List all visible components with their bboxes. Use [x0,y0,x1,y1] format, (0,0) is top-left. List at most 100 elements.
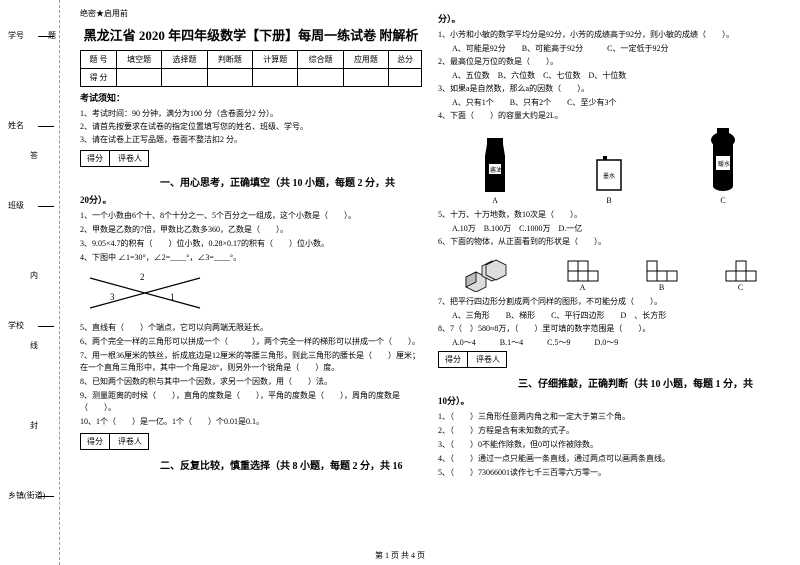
notice-2: 2、请首先按要求在试卷的指定位置填写您的姓名、班级、学号。 [80,121,422,132]
scorer-b: 评卷人 [112,434,148,449]
margin-ti: 题 [48,30,56,41]
notice-list: 1、考试时间：90 分钟，满分为100 分（含卷面分2 分）。 2、请首先按要求… [80,108,422,145]
binding-margin: 学号 姓名 班级 学校 乡镇(街道) 内 线 封 题 答 [0,0,60,565]
q10: 10、1个（ ）是一亿。1个（ ）个0.01是0.1。 [80,416,422,428]
svg-text:暖水: 暖水 [718,160,730,168]
scorer-box: 得分 评卷人 [80,150,149,167]
score-cell[interactable] [298,69,343,87]
r3-opts: A、只有1个 B、只有2个 C、至少有3个 [438,97,780,108]
scorer-box-2: 得分 评卷人 [80,433,149,450]
opt-label-a: A [566,283,600,292]
opt-label-c: C [724,283,758,292]
r3: 3、如果a是自然数，那么a的因数（ ）。 [438,83,780,95]
margin-nei: 内 [30,270,38,281]
r5: 5、十万、十万地数，数10次是（ ）。 [438,209,780,221]
score-h-0: 题 号 [81,51,117,69]
section-3-heading-b: 10分）。 [438,394,780,407]
j2: 2、（ ）方程是含有未知数的式子。 [438,425,780,437]
margin-xuexiao: 学校 [8,320,24,331]
svg-text:1: 1 [170,292,175,302]
score-cell[interactable] [389,69,422,87]
margin-xian: 线 [30,340,38,351]
r1-opts: A、可能是92分 B、可能高于92分 C、一定低于92分 [438,43,780,54]
q9: 9、测量距离的时候（ ），直角的度数是（ ），平角的度数是（ ），周角的度数是（… [80,390,422,414]
q3: 3、9.05×4.7的积有（ ）位小数，0.28×0.17的积有（ ）位小数。 [80,238,422,250]
section-3-heading: 三、仔细推敲，正确判断（共 10 小题，每题 1 分，共 [438,375,780,390]
score-cell[interactable] [253,69,298,87]
score-h-6: 应用题 [343,51,388,69]
score-h-3: 判断题 [207,51,252,69]
notice-3: 3、请在试卷上正写品题，卷面不整洁扣2 分。 [80,134,422,145]
opt-label-b: B [645,283,679,292]
svg-text:酱油: 酱油 [490,166,502,174]
margin-da: 答 [30,150,38,161]
score-cell[interactable] [116,69,161,87]
q7: 7、用一根36厘米的铁丝，折成底边是12厘米的等腰三角形，则此三角形的腰长是（ … [80,350,422,374]
scorer-box-3: 得分 评卷人 [438,351,507,368]
q5: 5、直线有（ ）个端点，它可以向两端无限延长。 [80,322,422,334]
right-column: 分）。 1、小芳和小敏的数学平均分是92分，小芳的成绩高于92分，则小敏的成绩（… [430,8,788,557]
exam-title: 黑龙江省 2020 年四年级数学【下册】每周一练试卷 附解析 [80,25,422,44]
svg-text:3: 3 [110,292,115,302]
svg-text:2: 2 [140,272,145,282]
r8: 8、7（ ）580≈8万，（ ）里可填的数字范围是（ ）。 [438,323,780,335]
opt-a: A [566,259,600,292]
left-column: 绝密★启用前 黑龙江省 2020 年四年级数学【下册】每周一练试卷 附解析 题 … [72,8,430,557]
j5: 5、（ ）73066001读作七千三百零六万零一。 [438,467,780,479]
notice-1: 1、考试时间：90 分钟，满分为100 分（含卷面分2 分）。 [80,108,422,119]
r7-opts: A、三角形 B、梯形 C、平行四边形 D 、长方形 [438,310,780,321]
cube-row: A B C [438,252,780,292]
label-b: B [589,196,629,205]
score-table: 题 号 填空题 选择题 判断题 计算题 综合题 应用题 总分 得 分 [80,50,422,87]
cube-solid [461,252,521,292]
score-h-1: 填空题 [116,51,161,69]
scorer-b: 评卷人 [470,352,506,367]
score-h-4: 计算题 [253,51,298,69]
score-cell[interactable] [343,69,388,87]
score-h-2: 选择题 [162,51,207,69]
j1: 1、（ ）三角形任意两内角之和一定大于第三个角。 [438,411,780,423]
label-a: A [475,196,515,205]
q4: 4、下图中 ∠1=30°，∠2=____°，∠3=____°。 [80,252,422,264]
notice-heading: 考试须知： [80,91,422,104]
r7: 7、把平行四边形分割成两个同样的图形，不可能分成（ ）。 [438,296,780,308]
margin-xingming: 姓名 [8,120,24,131]
bottle-a: 酱油 A [475,136,515,205]
score-h-5: 综合题 [298,51,343,69]
q1: 1、一个小数由6个十、8个十分之一、5个百分之一组成，这个小数是（ ）。 [80,210,422,222]
q2: 2、甲数是乙数的7倍，甲数比乙数多360，乙数是（ ）。 [80,224,422,236]
margin-banji: 班级 [8,200,24,211]
opt-b: B [645,259,679,292]
j4: 4、（ ）通过一点只能画一条直线，通过两点可以画两条直线。 [438,453,780,465]
margin-line [38,126,54,127]
label-c: C [703,196,743,205]
r2: 2、最高位是万位的数是（ ）。 [438,56,780,68]
svg-text:墨水: 墨水 [603,172,615,180]
section-2-heading-b: 分）。 [438,12,780,25]
page-footer: 第 1 页 共 4 页 [375,550,425,561]
section-1-heading: 一、用心思考，正确填空（共 10 小题，每题 2 分，共 [80,174,422,189]
section-1-heading-b: 20分）。 [80,193,422,206]
q8: 8、已知两个因数的积与其中一个因数，求另一个因数，用（ ）法。 [80,376,422,388]
r8-opts: A.0～4 B.1～4 C.5～9 D.0～9 [438,337,780,348]
score-row-label: 得 分 [81,69,117,87]
margin-xuehao: 学号 [8,30,24,41]
r1: 1、小芳和小敏的数学平均分是92分，小芳的成绩高于92分，则小敏的成绩（ ）。 [438,29,780,41]
q6: 6、两个完全一样的三角形可以拼成一个（ ），两个完全一样的梯形可以拼成一个（ ）… [80,336,422,348]
margin-line [38,326,54,327]
r2-opts: A、五位数 B、六位数 C、七位数 D、十位数 [438,70,780,81]
bottle-c: 暖水 C [703,126,743,205]
score-h-7: 总分 [389,51,422,69]
bottle-b: 墨水 B [589,136,629,205]
j3: 3、（ ）0不能作除数，但0可以作被除数。 [438,439,780,451]
margin-line [38,496,54,497]
section-2-heading: 二、反复比较，慎重选择（共 8 小题，每题 2 分，共 16 [80,457,422,472]
scorer-a: 得分 [81,434,110,449]
scorer-b: 评卷人 [112,151,148,166]
r4: 4、下面（ ）的容量大约是2L。 [438,110,780,122]
margin-feng: 封 [30,420,38,431]
margin-line [38,206,54,207]
bottle-row: 酱油 A 墨水 B 暖水 C [438,126,780,205]
score-cell[interactable] [207,69,252,87]
score-cell[interactable] [162,69,207,87]
